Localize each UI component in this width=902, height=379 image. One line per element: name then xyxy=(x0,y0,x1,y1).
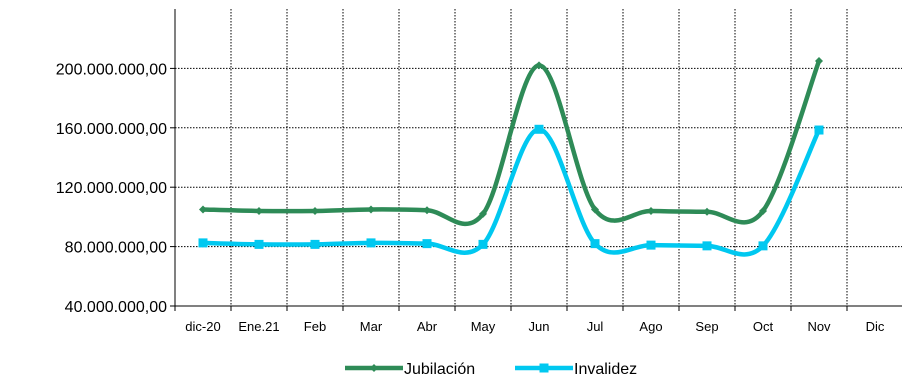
series-jubilacion-point xyxy=(647,206,655,215)
series-invalidez-point xyxy=(646,240,656,250)
series-invalidez-point xyxy=(702,241,712,251)
series-line-jubilacion xyxy=(200,58,822,227)
y-tick-label: 40.000.000,00 xyxy=(65,299,167,316)
x-tick-label: Sep xyxy=(695,319,718,334)
series-invalidez-point xyxy=(198,238,208,248)
x-tick-label: Oct xyxy=(753,319,774,334)
x-tick-label: May xyxy=(471,319,496,334)
series-invalidez-point xyxy=(310,239,320,249)
series-jubilacion-point xyxy=(815,56,823,65)
y-tick-label: 120.000.000,00 xyxy=(56,180,167,197)
series-jubilacion-point xyxy=(199,205,207,214)
x-tick-label: Nov xyxy=(807,319,831,334)
series-layer xyxy=(198,56,824,257)
legend-label-jubilacion: Jubilación xyxy=(404,361,475,378)
series-invalidez-point xyxy=(534,124,544,134)
legend-item-jubilacion: Jubilación xyxy=(345,361,475,378)
series-invalidez-point xyxy=(478,239,488,249)
legend: Jubilación Invalidez xyxy=(345,361,637,378)
series-invalidez-point xyxy=(422,239,432,249)
y-axis-ticks: 40.000.000,00 80.000.000,00 120.000.000,00… xyxy=(56,61,175,316)
y-tick-label: 160.000.000,00 xyxy=(56,121,167,138)
legend-invalidez-point xyxy=(539,363,549,373)
series-jubilacion-point xyxy=(311,206,319,215)
series-jubilacion-point xyxy=(535,61,543,70)
legend-item-invalidez: Invalidez xyxy=(515,361,637,378)
x-tick-label: Jul xyxy=(587,319,604,334)
series-invalidez-point xyxy=(758,241,768,251)
series-invalidez-point xyxy=(366,238,376,248)
plot-background xyxy=(175,9,902,306)
x-tick-label: dic-20 xyxy=(185,319,220,334)
x-tick-label: Abr xyxy=(417,319,438,334)
x-axis-ticks: dic-20 Ene.21 Feb Mar Abr May Jun Jul Ago Sep Oct N… xyxy=(174,306,885,334)
series-jubilacion xyxy=(199,56,823,227)
x-tick-label: Jun xyxy=(529,319,550,334)
series-jubilacion-point xyxy=(423,206,431,215)
series-jubilacion-point xyxy=(759,206,767,215)
x-tick-label: Ago xyxy=(639,319,662,334)
series-jubilacion-point xyxy=(479,209,487,218)
series-invalidez-point xyxy=(254,239,264,249)
series-jubilacion-point xyxy=(703,207,711,216)
series-invalidez xyxy=(198,124,824,257)
y-tick-label: 200.000.000,00 xyxy=(56,61,167,78)
series-jubilacion-point xyxy=(367,205,375,214)
series-invalidez-point xyxy=(814,125,824,135)
plot-area xyxy=(174,9,902,307)
x-tick-label: Ene.21 xyxy=(238,319,279,334)
x-tick-label: Mar xyxy=(360,319,383,334)
series-jubilacion-point xyxy=(255,206,263,215)
x-tick-label: Feb xyxy=(304,319,326,334)
series-invalidez-point xyxy=(590,239,600,249)
x-tick-label: Dic xyxy=(866,319,885,334)
legend-jubilacion-point xyxy=(370,364,378,372)
legend-label-invalidez: Invalidez xyxy=(574,361,637,378)
grid-lines xyxy=(175,9,902,306)
y-tick-label: 80.000.000,00 xyxy=(65,240,167,257)
series-jubilacion-point xyxy=(591,205,599,214)
